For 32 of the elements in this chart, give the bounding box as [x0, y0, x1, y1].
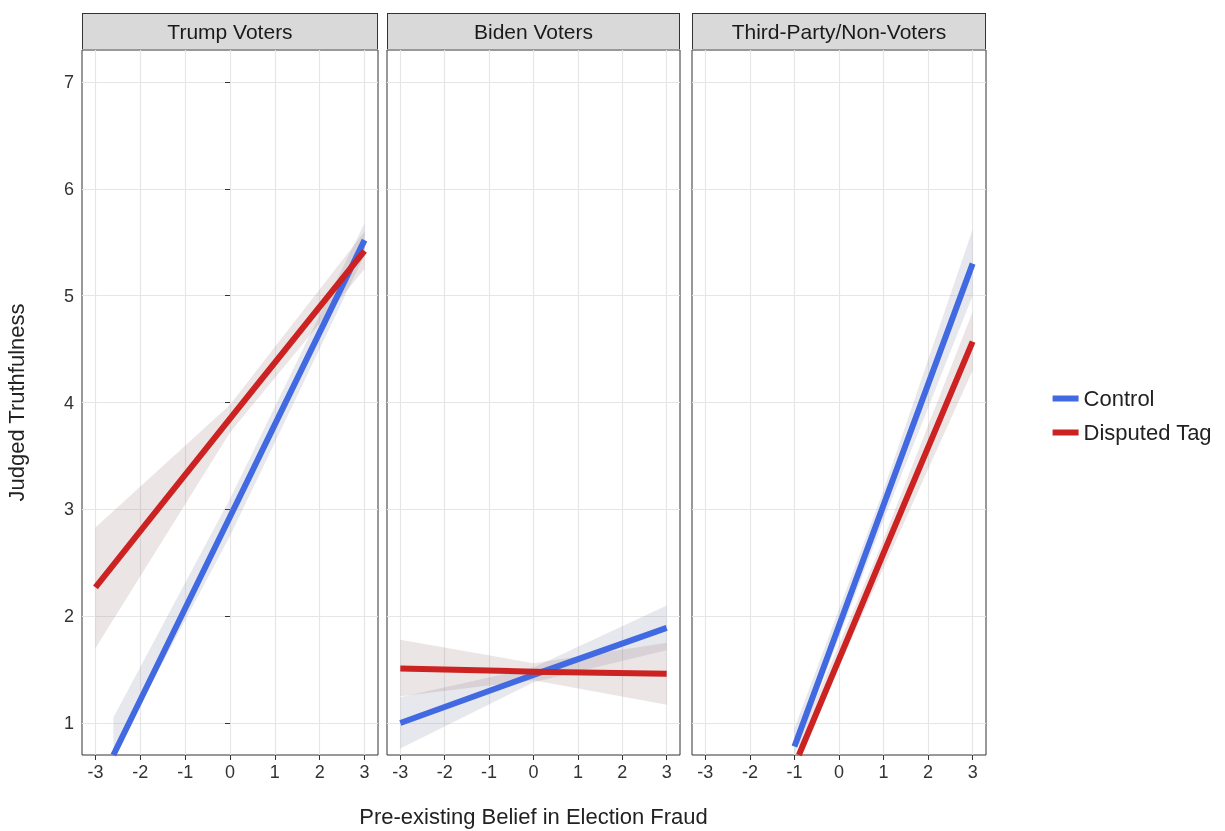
x-tick-label: 0: [833, 762, 845, 782]
x-tick-label: -2: [132, 762, 149, 782]
x-tick-label: 1: [572, 762, 583, 782]
x-tick-label: 2: [314, 762, 325, 782]
x-tick-label: -2: [436, 762, 453, 782]
x-tick-label: 0: [528, 762, 539, 782]
y-tick-label: 3: [63, 499, 74, 520]
x-tick-label: -3: [697, 762, 714, 782]
y-tick-label: 7: [63, 72, 74, 93]
x-axis-title: Pre-existing Belief in Election Fraud: [359, 803, 708, 829]
x-tick-label: 1: [269, 762, 280, 782]
x-tick-label: -1: [481, 762, 498, 782]
x-tick-label: -3: [87, 762, 104, 782]
y-tick-label: 2: [63, 606, 74, 627]
x-tick-label: 1: [878, 762, 889, 782]
y-axis-title: Judged Truthfulness: [3, 303, 29, 502]
legend-label: Disputed Tag: [1083, 420, 1212, 445]
x-tick-label: 2: [617, 762, 628, 782]
x-tick-label: 3: [967, 762, 978, 782]
y-tick-label: 6: [63, 178, 74, 199]
x-tick-label: -1: [786, 762, 803, 782]
y-tick-label: 1: [63, 712, 74, 733]
x-tick-label: -3: [392, 762, 409, 782]
y-tick-label: 5: [63, 285, 74, 306]
x-tick-label: 3: [661, 762, 672, 782]
x-tick-label: -2: [741, 762, 758, 782]
x-tick-label: -1: [177, 762, 194, 782]
legend-label: Control: [1083, 386, 1155, 411]
x-tick-label: 2: [923, 762, 934, 782]
y-tick-label: 4: [63, 392, 74, 413]
x-tick-label: 0: [224, 762, 236, 782]
x-tick-label: 3: [359, 762, 370, 782]
